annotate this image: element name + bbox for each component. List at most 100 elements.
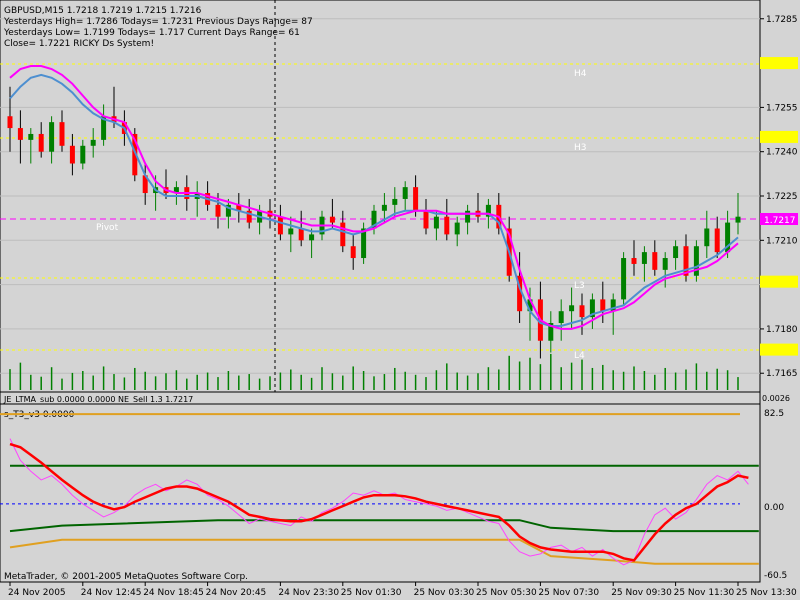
candle-body <box>28 133 34 140</box>
candlestick[interactable] <box>673 240 679 270</box>
mini-indicator-panel[interactable]: JE_LTMA_sub 0.0000 0.0000 NE_Sell 1.3 1.… <box>0 391 790 405</box>
candle-body <box>610 299 616 312</box>
candle-body <box>59 122 65 146</box>
price-axis-tick-label: 1.7180 <box>766 325 798 335</box>
candlestick[interactable] <box>641 246 647 282</box>
price-axis-tick-label: 1.7165 <box>766 369 798 379</box>
time-axis-tick-label: 24 Nov 12:45 <box>81 588 142 598</box>
candlestick[interactable] <box>454 216 460 247</box>
candlestick[interactable] <box>361 222 367 264</box>
chart-info-text: GBPUSD,M15 1.7218 1.7219 1.7215 1.7216 Y… <box>3 6 313 49</box>
candle-body <box>371 210 377 229</box>
candle-body <box>600 299 606 312</box>
candlestick[interactable] <box>725 210 731 259</box>
candlestick[interactable] <box>579 293 585 335</box>
candle-body <box>7 116 13 129</box>
candle-body <box>631 258 637 264</box>
level-label-l4: L4 <box>574 351 585 361</box>
candlestick[interactable] <box>80 139 86 170</box>
level-label-l3: L3 <box>574 281 585 291</box>
candlestick[interactable] <box>631 240 637 276</box>
candlestick[interactable] <box>402 181 408 211</box>
price-panel[interactable]: H4 H3 Pivot L3 L4 GBPUSD,M15 1.7218 1.72… <box>0 0 761 582</box>
candlestick[interactable] <box>225 198 231 229</box>
current-price-label: 1.7217 <box>764 216 796 226</box>
t3-axis-tick-upper: 82.5 <box>764 409 784 419</box>
candlestick[interactable] <box>69 133 75 176</box>
candlestick[interactable] <box>693 240 699 282</box>
candlestick[interactable] <box>28 128 34 164</box>
candle-body <box>309 234 315 241</box>
price-axis-tick-label: 1.7210 <box>766 236 798 246</box>
candlestick[interactable] <box>548 311 554 353</box>
time-axis-tick-label: 25 Nov 09:30 <box>611 588 672 598</box>
candle-body <box>80 145 86 164</box>
candle-body <box>246 210 252 223</box>
candlestick[interactable] <box>90 128 96 158</box>
moving-average-lines <box>9 65 739 330</box>
candlestick[interactable] <box>49 116 55 164</box>
candlestick[interactable] <box>662 252 668 288</box>
candlestick[interactable] <box>652 240 658 276</box>
candlestick[interactable] <box>309 228 315 259</box>
candle-body <box>652 252 658 270</box>
time-axis[interactable]: 24 Nov 2005 24 Nov 12:45 24 Nov 18:45 24 No… <box>8 582 797 598</box>
candlestick[interactable] <box>423 198 429 235</box>
time-axis-tick-label: 24 Nov 2005 <box>8 588 66 598</box>
t3-pink-line <box>9 438 749 566</box>
time-axis-tick-label: 25 Nov 13:30 <box>736 588 797 598</box>
candle-body <box>683 246 689 276</box>
candle-body <box>402 187 408 199</box>
candle-body <box>350 246 356 259</box>
candlestick[interactable] <box>101 104 107 146</box>
candlestick[interactable] <box>714 216 720 259</box>
candle-body <box>485 204 491 217</box>
time-axis-tick-label: 25 Nov 05:30 <box>476 588 537 598</box>
t3-oscillator-panel[interactable]: s_T3_v3 0.0000 MetaTrader, © 2001-2005 M… <box>0 403 761 583</box>
candlestick[interactable] <box>381 193 387 223</box>
candlestick[interactable] <box>350 234 356 270</box>
candlestick[interactable] <box>433 210 439 241</box>
candlestick[interactable] <box>59 110 65 152</box>
candlestick[interactable] <box>704 210 710 259</box>
candlestick[interactable] <box>132 128 138 182</box>
candlestick[interactable] <box>621 252 627 306</box>
price-axis-tick-label: 1.7225 <box>766 192 798 202</box>
candle-body <box>579 305 585 318</box>
candlestick[interactable] <box>17 110 23 164</box>
candlestick[interactable] <box>558 299 564 341</box>
price-axis-tick-label: 1.7285 <box>766 15 798 25</box>
candlestick[interactable] <box>589 293 595 329</box>
candle-body <box>662 258 668 270</box>
candle-body <box>69 145 75 164</box>
candlestick[interactable] <box>600 281 606 324</box>
candlestick[interactable] <box>610 293 616 335</box>
candle-body <box>38 133 44 152</box>
candle-body <box>433 216 439 229</box>
candlestick[interactable] <box>38 122 44 158</box>
candle-body <box>288 228 294 235</box>
candle-body <box>569 305 575 312</box>
candlestick[interactable] <box>413 175 419 217</box>
candlestick[interactable] <box>444 198 450 241</box>
candle-body <box>673 246 679 259</box>
candlestick[interactable] <box>142 163 148 205</box>
level-price-box <box>760 275 798 288</box>
current-price-marker: 1.7217 <box>760 213 798 226</box>
info-line-1: Yesterdays High= 1.7286 Todays= 1.7231 P… <box>3 17 313 27</box>
volume-bars <box>9 353 739 390</box>
level-label-h3: H3 <box>574 143 587 153</box>
candlestick[interactable] <box>236 193 242 223</box>
time-axis-tick-label: 25 Nov 01:30 <box>341 588 402 598</box>
candle-body <box>704 228 710 247</box>
info-line-3: Close= 1.7221 RICKY Ds System! <box>4 39 154 49</box>
candle-body <box>17 128 23 140</box>
candlestick[interactable] <box>735 193 741 235</box>
t3-axis: 82.5 0.00 -60.5 <box>764 409 787 581</box>
candlestick[interactable] <box>392 187 398 217</box>
candlestick[interactable] <box>465 204 471 235</box>
candlestick[interactable] <box>288 216 294 253</box>
candlesticks[interactable] <box>7 86 741 359</box>
candlestick[interactable] <box>329 198 335 229</box>
